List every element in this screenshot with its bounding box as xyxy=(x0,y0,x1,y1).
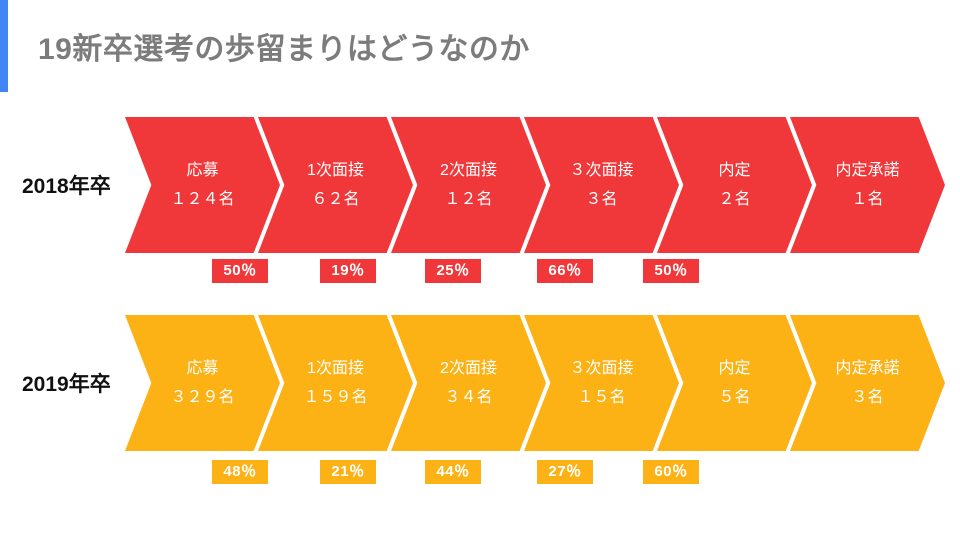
stage-chevron-offer: 内定 ２名 xyxy=(657,117,812,253)
stage-count: ６２名 xyxy=(311,191,360,208)
stage-name: 1次面接 xyxy=(307,360,364,377)
chevron-strip-2018: 応募 １２４名 1次面接 ６２名 2次面接 １２名 ３次面接 ３名 内定 ２名 … xyxy=(125,117,960,253)
stage-chevron-interview3: ３次面接 ３名 xyxy=(524,117,679,253)
year-label-2018: 2018年卒 xyxy=(22,175,111,198)
stage-count: １２４名 xyxy=(170,191,235,208)
stage-chevron-interview2: 2次面接 １２名 xyxy=(391,117,546,253)
rate-strip-2018: 50％ 19％ 25％ 66％ 50％ xyxy=(0,259,960,283)
stage-count: １２名 xyxy=(444,191,493,208)
rate-strip-2019: 48％ 21％ 44％ 27％ 60％ xyxy=(0,460,960,484)
stage-name: ３次面接 xyxy=(569,162,634,179)
rate-badge: 19％ xyxy=(320,259,376,283)
chevron-strip-2019: 応募 ３２９名 1次面接 １５９名 2次面接 ３４名 ３次面接 １５名 内定 ５… xyxy=(125,315,960,451)
stage-name: 応募 xyxy=(186,360,219,377)
title-accent-bar xyxy=(0,0,8,92)
rate-badge: 21％ xyxy=(320,460,376,484)
stage-chevron-acceptance: 内定承諾 １名 xyxy=(790,117,945,253)
stage-name: 2次面接 xyxy=(440,360,497,377)
stage-name: 内定承諾 xyxy=(835,162,900,179)
stage-count: ３２９名 xyxy=(170,389,235,406)
stage-count: ５名 xyxy=(718,389,751,406)
stage-count: １５９名 xyxy=(303,389,368,406)
stage-chevron-apply: 応募 ３２９名 xyxy=(125,315,280,451)
stage-name: 内定承諾 xyxy=(835,360,900,377)
year-label-2019: 2019年卒 xyxy=(22,373,111,396)
stage-count: １名 xyxy=(851,191,884,208)
stage-chevron-interview1: 1次面接 １５９名 xyxy=(258,315,413,451)
stage-chevron-interview1: 1次面接 ６２名 xyxy=(258,117,413,253)
stage-count: ３名 xyxy=(585,191,618,208)
stage-name: 内定 xyxy=(718,360,751,377)
rate-badge: 27％ xyxy=(537,460,593,484)
rate-badge: 44％ xyxy=(425,460,481,484)
stage-chevron-acceptance: 内定承諾 ３名 xyxy=(790,315,945,451)
stage-name: 1次面接 xyxy=(307,162,364,179)
stage-count: １５名 xyxy=(577,389,626,406)
stage-name: 内定 xyxy=(718,162,751,179)
rate-badge: 50％ xyxy=(212,259,268,283)
rate-badge: 60％ xyxy=(643,460,699,484)
rate-badge: 25％ xyxy=(425,259,481,283)
stage-name: 2次面接 xyxy=(440,162,497,179)
stage-name: ３次面接 xyxy=(569,360,634,377)
rate-badge: 66％ xyxy=(537,259,593,283)
funnel-row-2019: 2019年卒 応募 ３２９名 1次面接 １５９名 2次面接 ３４名 ３次面接 １… xyxy=(0,315,960,451)
stage-chevron-interview2: 2次面接 ３４名 xyxy=(391,315,546,451)
rate-badge: 48％ xyxy=(212,460,268,484)
stage-count: ２名 xyxy=(718,191,751,208)
stage-chevron-offer: 内定 ５名 xyxy=(657,315,812,451)
stage-count: ３名 xyxy=(851,389,884,406)
stage-name: 応募 xyxy=(186,162,219,179)
rate-badge: 50％ xyxy=(643,259,699,283)
funnel-row-2018: 2018年卒 応募 １２４名 1次面接 ６２名 2次面接 １２名 ３次面接 ３名… xyxy=(0,117,960,253)
stage-chevron-apply: 応募 １２４名 xyxy=(125,117,280,253)
slide-title: 19新卒選考の歩留まりはどうなのか xyxy=(38,33,530,66)
stage-count: ３４名 xyxy=(444,389,493,406)
stage-chevron-interview3: ３次面接 １５名 xyxy=(524,315,679,451)
